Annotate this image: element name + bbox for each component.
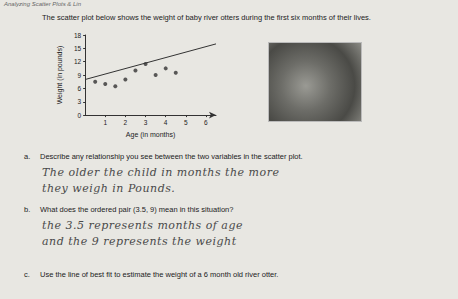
svg-text:1: 1 (103, 119, 107, 126)
svg-text:3: 3 (78, 98, 82, 105)
svg-text:0: 0 (78, 112, 82, 119)
svg-text:9: 9 (78, 72, 82, 79)
svg-text:15: 15 (74, 45, 82, 52)
html-text:The scatter plot below shows t: The scatter plot below shows the weight … (42, 13, 371, 22)
svg-text:6: 6 (204, 119, 208, 126)
html-text:Use the line of best fit to es: Use the line of best fit to estimate the… (40, 270, 279, 279)
svg-text:Age (in months): Age (in months) (126, 131, 175, 139)
html-text:Describe any relationship you: Describe any relationship you see betwee… (40, 152, 303, 161)
html-text:a.: a. (24, 152, 31, 161)
html-text:the 3.5 represents months of a: the 3.5 represents months of age (42, 219, 243, 232)
html-text:c.: c. (24, 270, 30, 279)
svg-text:12: 12 (74, 58, 82, 65)
svg-text:5: 5 (184, 119, 188, 126)
svg-text:4: 4 (164, 119, 168, 126)
svg-text:3: 3 (144, 119, 148, 126)
svg-text:2: 2 (124, 119, 128, 126)
html-text:Analyzing Scatter Plots & Lin: Analyzing Scatter Plots & Lin (4, 1, 81, 7)
svg-text:6: 6 (78, 85, 82, 92)
html-text:What does the ordered pair (3.: What does the ordered pair (3.5, 9) mean… (40, 205, 234, 214)
html-text:The older the child in months: The older the child in months the more (42, 166, 280, 179)
html-text:and the 9 represents the weigh: and the 9 represents the weight (42, 235, 237, 248)
svg-text:Weight (in pounds): Weight (in pounds) (56, 46, 64, 105)
svg-text:18: 18 (74, 32, 82, 39)
html-text:b.: b. (24, 205, 31, 214)
html-text:they weigh in Pounds.: they weigh in Pounds. (42, 182, 176, 195)
